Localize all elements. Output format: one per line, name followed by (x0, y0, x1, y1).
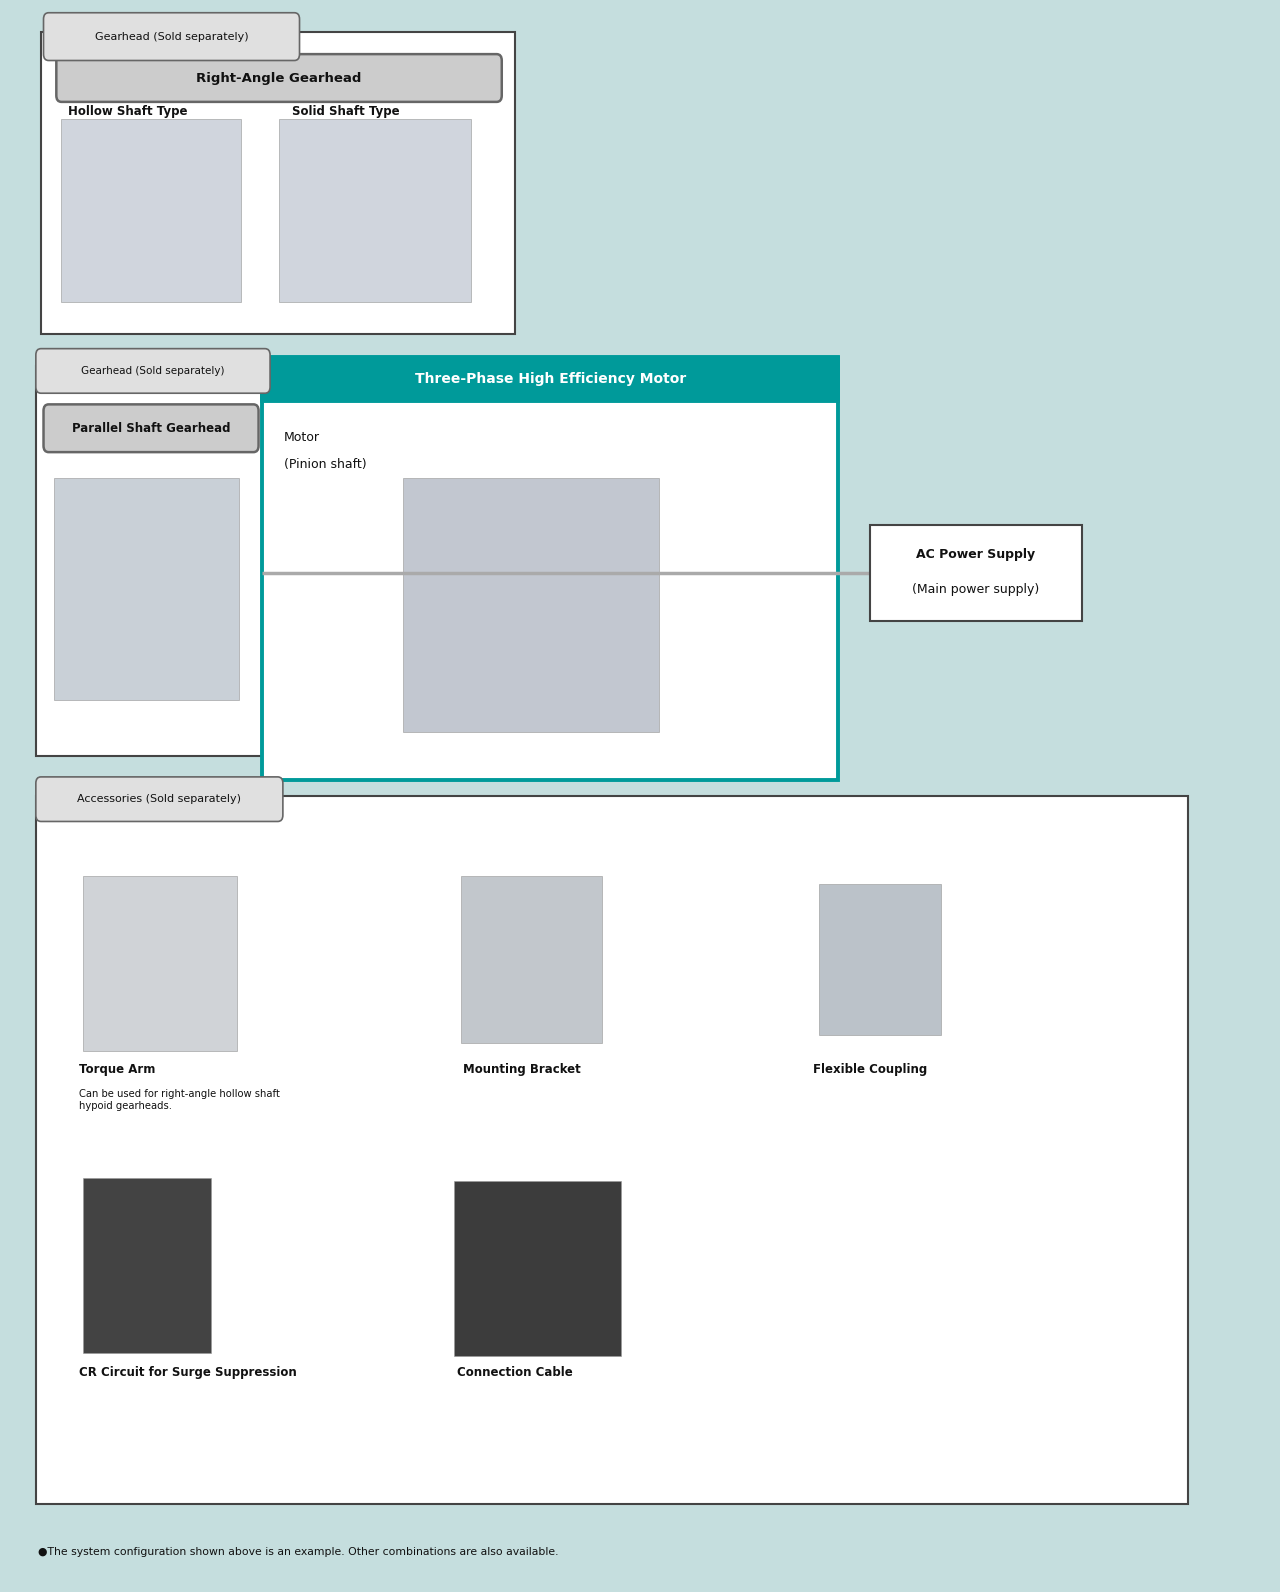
Bar (36, 366, 273, 756)
Text: Flexible Coupling: Flexible Coupling (813, 1063, 927, 1076)
Text: Can be used for right-angle hollow shaft
hypoid gearheads.: Can be used for right-angle hollow shaft… (79, 1089, 280, 1111)
Text: Gearhead (Sold separately): Gearhead (Sold separately) (81, 366, 225, 376)
Bar (83, 876, 237, 1051)
FancyBboxPatch shape (36, 777, 283, 821)
FancyBboxPatch shape (44, 13, 300, 60)
FancyBboxPatch shape (56, 54, 502, 102)
Text: (Pinion shaft): (Pinion shaft) (284, 458, 367, 471)
Text: Hollow Shaft Type: Hollow Shaft Type (68, 105, 188, 118)
Text: Motor: Motor (284, 431, 320, 444)
Bar (403, 478, 659, 732)
Text: AC Power Supply: AC Power Supply (916, 548, 1036, 560)
Text: CR Circuit for Surge Suppression: CR Circuit for Surge Suppression (79, 1366, 297, 1379)
FancyBboxPatch shape (44, 404, 259, 452)
FancyBboxPatch shape (36, 349, 270, 393)
Text: Connection Cable: Connection Cable (457, 1366, 572, 1379)
Bar (279, 119, 471, 302)
Bar (41, 32, 515, 334)
Text: Right-Angle Gearhead: Right-Angle Gearhead (196, 72, 362, 84)
Text: (Main power supply): (Main power supply) (913, 583, 1039, 595)
Text: Gearhead (Sold separately): Gearhead (Sold separately) (95, 32, 248, 41)
Text: Accessories (Sold separately): Accessories (Sold separately) (77, 794, 242, 804)
Bar (819, 884, 941, 1035)
Text: ●The system configuration shown above is an example. Other combinations are also: ●The system configuration shown above is… (38, 1547, 559, 1557)
Text: Three-Phase High Efficiency Motor: Three-Phase High Efficiency Motor (415, 373, 686, 385)
Bar (461, 876, 602, 1043)
Bar (454, 1181, 621, 1356)
Bar (870, 525, 1082, 621)
Bar (36, 796, 1188, 1504)
Bar (61, 119, 241, 302)
Text: Solid Shaft Type: Solid Shaft Type (292, 105, 399, 118)
Text: Mounting Bracket: Mounting Bracket (463, 1063, 581, 1076)
Bar (262, 357, 838, 401)
Bar (262, 358, 838, 780)
Text: Torque Arm: Torque Arm (79, 1063, 156, 1076)
Text: Parallel Shaft Gearhead: Parallel Shaft Gearhead (72, 422, 230, 435)
Bar (54, 478, 239, 700)
Bar (83, 1178, 211, 1353)
